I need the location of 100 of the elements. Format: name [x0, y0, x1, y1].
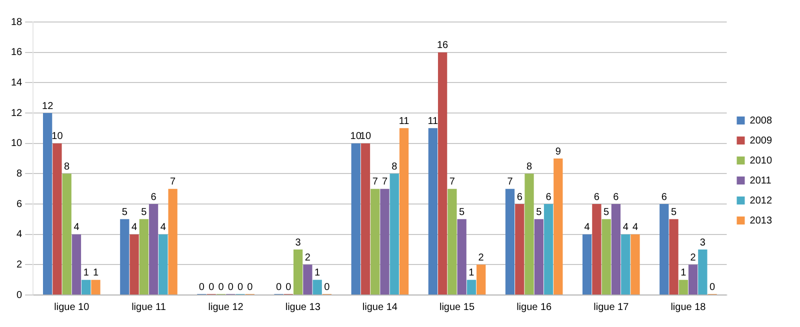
data-label: 5 [604, 206, 610, 218]
bar [630, 234, 640, 294]
data-label: 5 [122, 206, 128, 218]
data-label: 11 [428, 116, 439, 127]
bar [524, 174, 534, 294]
bar [660, 204, 669, 294]
data-label: 6 [150, 192, 157, 203]
x-tick-label: ligue 13 [285, 302, 321, 313]
legend-label: 2013 [750, 215, 772, 226]
data-label: 4 [632, 222, 638, 234]
data-label: 4 [131, 222, 138, 234]
data-label: 6 [516, 192, 523, 203]
x-tick-label: ligue 12 [208, 302, 244, 313]
data-label: 16 [436, 40, 449, 52]
data-label: 1 [680, 268, 687, 279]
data-label: 0 [276, 282, 282, 293]
data-label: 8 [64, 161, 70, 172]
x-tick-label: ligue 17 [594, 302, 630, 313]
y-tick-label: 6 [16, 198, 23, 210]
bar [688, 264, 698, 294]
bar [312, 280, 322, 294]
legend-label: 2009 [750, 135, 772, 146]
data-label: 0 [208, 282, 215, 293]
bar [466, 280, 476, 294]
data-label: 0 [324, 282, 330, 293]
data-label: 5 [141, 206, 148, 218]
bar [534, 219, 544, 294]
y-tick-label: 18 [11, 16, 23, 28]
bar [438, 52, 448, 294]
bar [130, 234, 139, 294]
data-label: 4 [74, 222, 80, 234]
bar [457, 219, 466, 294]
bar [43, 113, 52, 294]
data-label: 0 [218, 282, 224, 293]
bar [621, 234, 630, 294]
data-label: 4 [622, 222, 629, 234]
data-label: 0 [198, 282, 205, 293]
data-label: 4 [160, 222, 166, 234]
data-label: 7 [382, 176, 388, 188]
data-label: 1 [468, 268, 475, 279]
y-tick-label: 10 [11, 138, 23, 150]
bar [303, 264, 312, 294]
x-tick-label: ligue 15 [439, 302, 475, 313]
bar [544, 204, 554, 294]
x-tick-label: ligue 11 [132, 302, 166, 313]
data-label: 10 [360, 131, 372, 142]
bar [698, 250, 708, 294]
data-label: 6 [546, 192, 552, 203]
data-label: 7 [170, 176, 176, 188]
data-label: 2 [478, 252, 484, 264]
data-label: 8 [526, 161, 532, 172]
data-label: 3 [295, 237, 302, 248]
data-label: 0 [710, 282, 716, 293]
data-label: 5 [670, 206, 677, 218]
x-tick-label: ligue 18 [670, 302, 706, 313]
data-label: 2 [304, 252, 311, 264]
data-label: 2 [690, 252, 696, 264]
y-tick-label: 8 [16, 168, 23, 180]
bar [158, 234, 168, 294]
bar [554, 158, 563, 294]
bar [678, 280, 688, 294]
bar [448, 188, 457, 294]
bar [380, 188, 390, 294]
data-label: 4 [584, 222, 590, 234]
data-label: 0 [237, 282, 244, 293]
legend-label: 2008 [750, 115, 772, 126]
legend-label: 2010 [750, 155, 772, 166]
data-label: 12 [42, 100, 54, 112]
bar [390, 174, 399, 294]
bar [669, 219, 678, 294]
data-label: 5 [459, 206, 466, 218]
bar [82, 280, 91, 294]
data-label: 10 [350, 131, 362, 142]
bar [582, 234, 592, 294]
legend-label: 2012 [750, 195, 772, 206]
bar [168, 188, 178, 294]
data-label: 0 [286, 282, 292, 293]
data-label: 11 [398, 116, 410, 127]
data-label: 1 [314, 268, 321, 279]
bar [360, 143, 370, 294]
y-tick-label: 16 [11, 47, 23, 58]
bar [148, 204, 158, 294]
data-label: 6 [613, 192, 620, 203]
bar [476, 264, 486, 294]
bar [428, 128, 438, 294]
data-label: 1 [83, 268, 90, 279]
data-label: 6 [594, 192, 600, 203]
data-label: 7 [507, 176, 514, 188]
bar [592, 204, 602, 294]
bar [293, 250, 303, 294]
y-tick-label: 0 [16, 290, 23, 301]
data-label: 7 [372, 176, 378, 188]
bar [611, 204, 621, 294]
x-tick-label: ligue 14 [362, 302, 398, 313]
legend-label: 2011 [750, 175, 772, 186]
bar [91, 280, 100, 294]
bar [52, 143, 62, 294]
bar [62, 174, 72, 294]
data-label: 5 [536, 206, 542, 218]
data-label: 10 [52, 131, 64, 142]
